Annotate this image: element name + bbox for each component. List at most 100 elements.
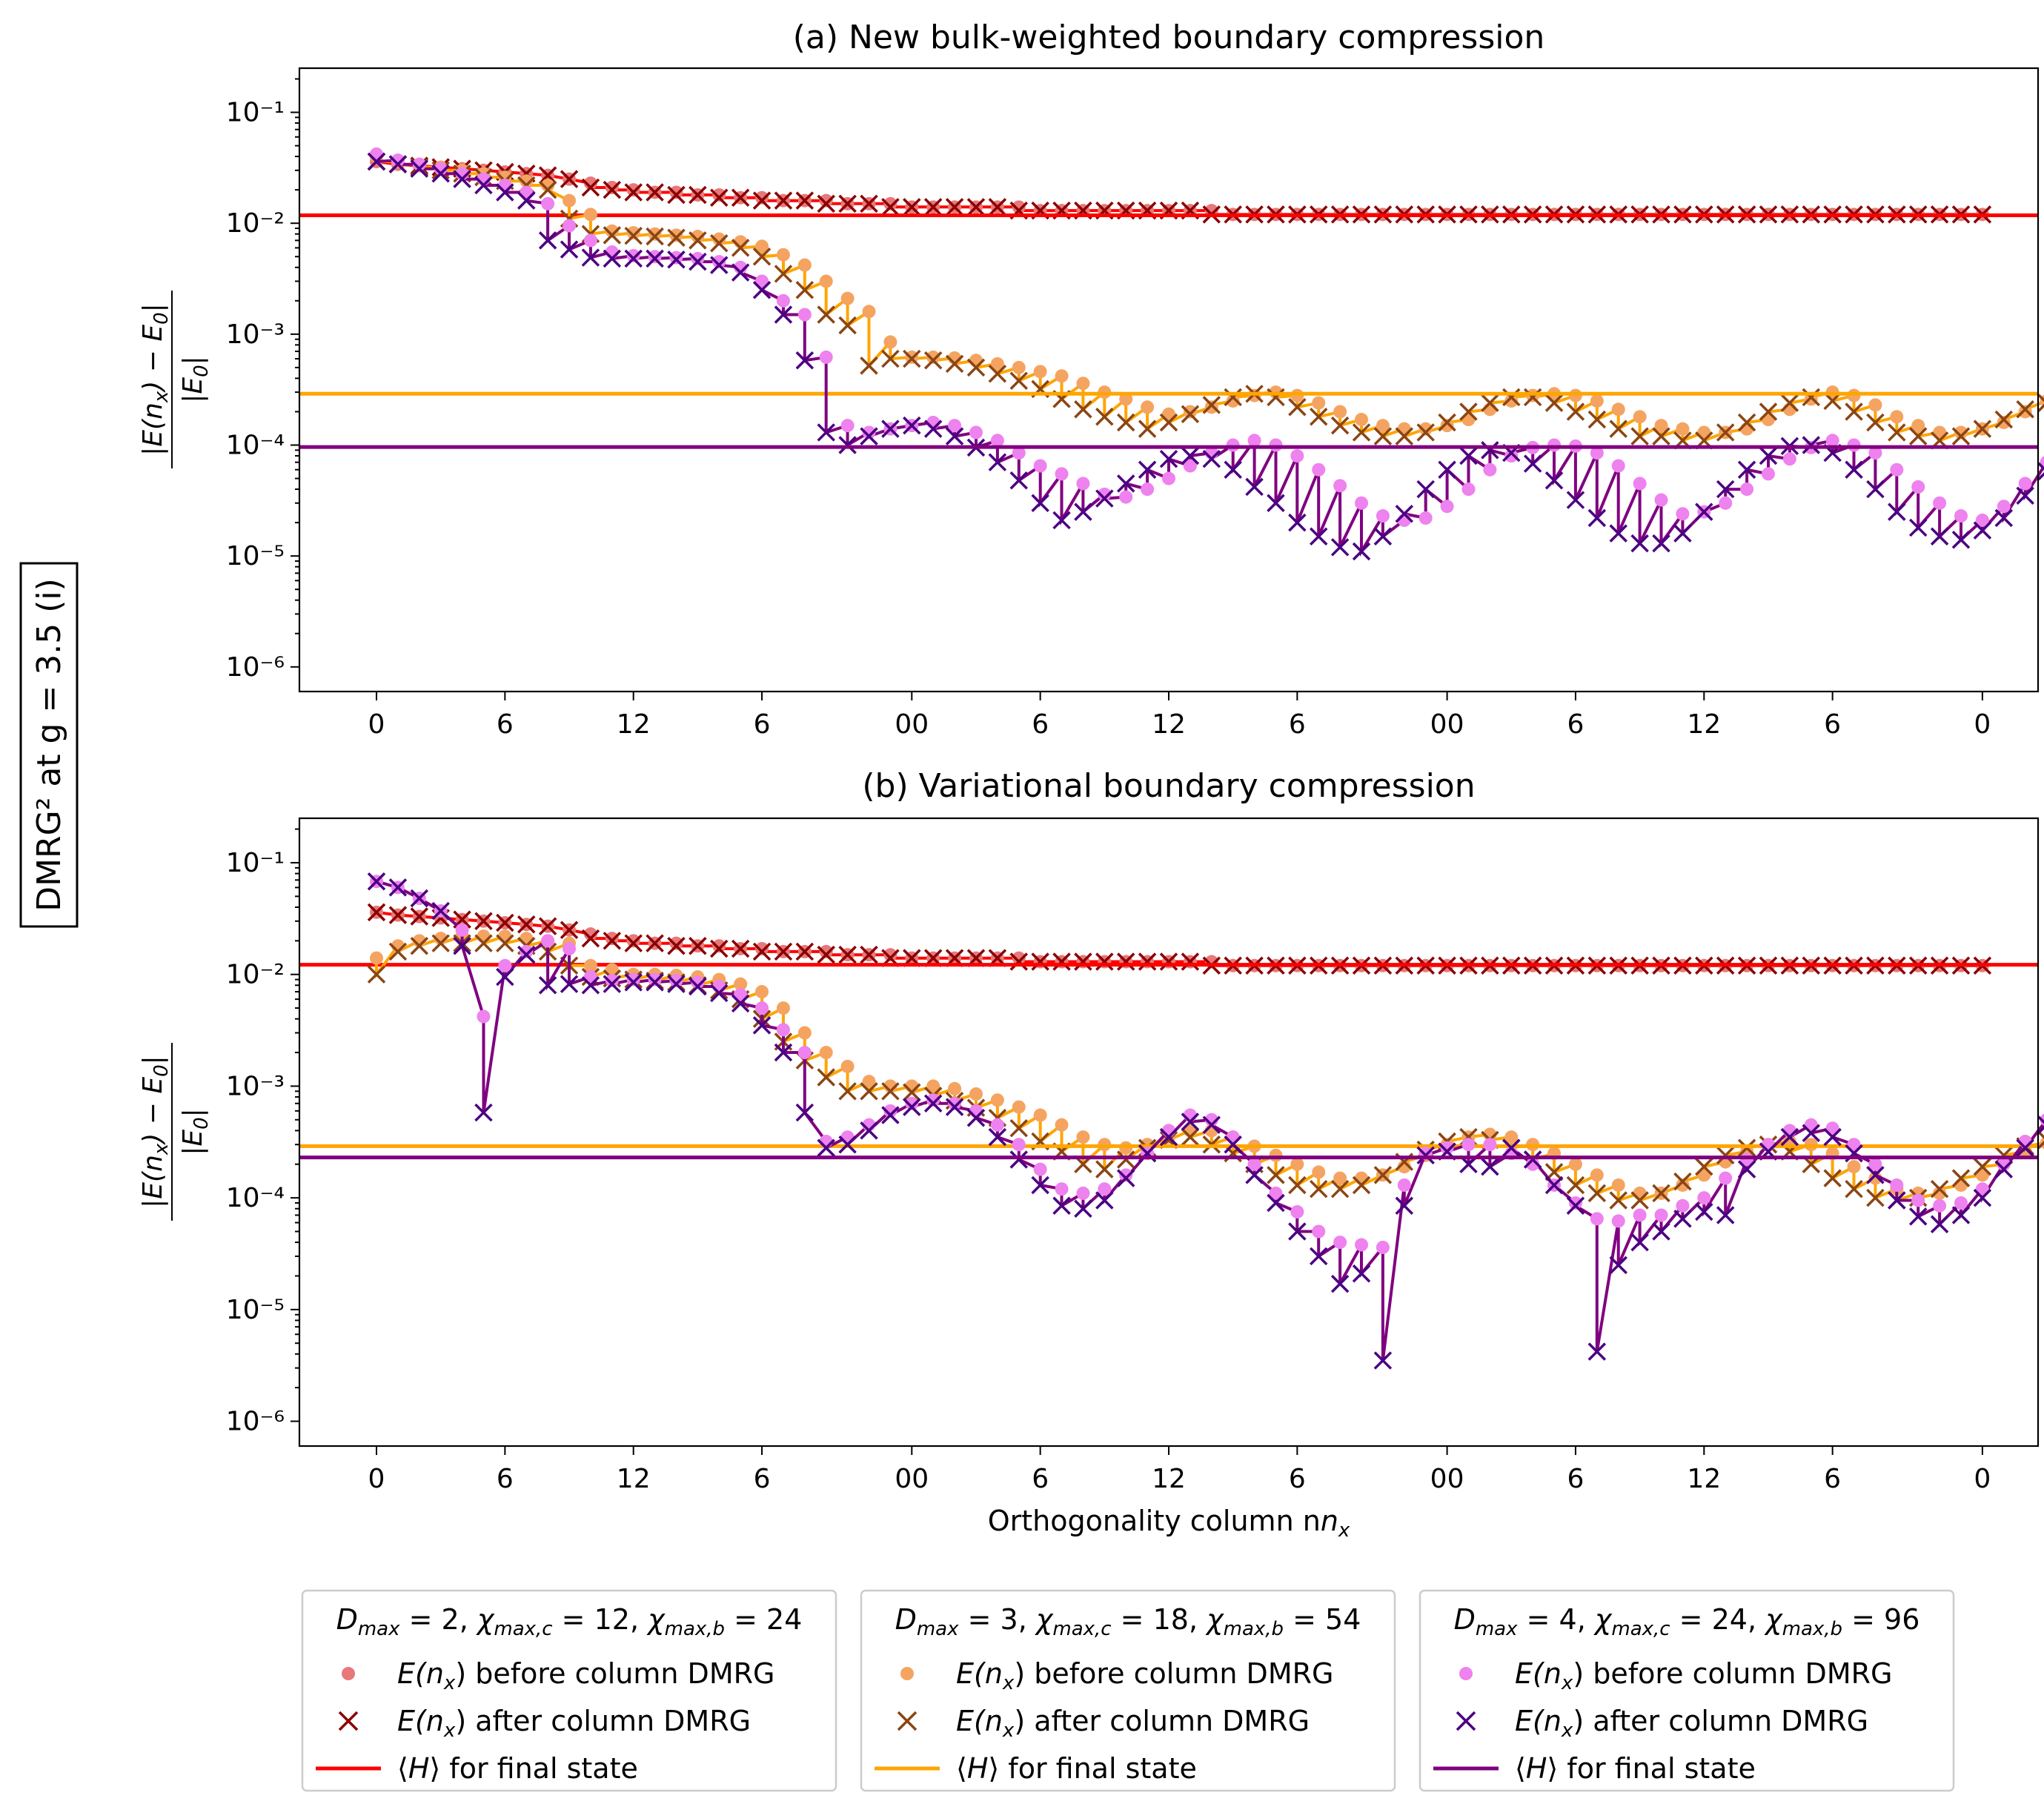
point-after-d2 [1116,952,1135,971]
point-before-d4 [1269,1186,1283,1200]
point-after-d2 [838,194,857,213]
point-after-d4 [860,1121,878,1140]
point-before-d4 [1847,1138,1861,1152]
point-after-d4 [1951,1206,1971,1224]
point-after-d4 [1737,460,1756,479]
point-before-d4 [1440,500,1454,514]
point-after-d4 [1395,1196,1414,1216]
point-after-d2 [624,183,643,202]
point-after-d3 [731,239,750,257]
point-before-d4 [969,425,983,440]
point-after-d4 [496,967,514,987]
point-after-d4 [752,281,772,299]
point-after-d3 [1116,413,1135,432]
point-after-d4 [1544,1176,1564,1195]
series-d4-path [376,880,2044,1361]
point-before-d4 [1590,1212,1604,1226]
point-after-d4 [795,1103,814,1122]
point-after-d3 [1759,402,1778,421]
point-after-d4 [1994,1160,2014,1178]
point-after-d3 [1802,388,1820,407]
point-after-d2 [667,185,686,205]
point-after-d3 [1438,413,1456,432]
point-before-d3 [1355,413,1369,427]
point-after-d3 [2037,1130,2044,1150]
point-after-d2 [988,198,1007,216]
x-tick-label: 00 [1430,1464,1464,1494]
point-after-d4 [795,351,814,370]
point-after-d4 [560,975,579,993]
point-after-d3 [988,364,1007,383]
legend-box [860,1589,1396,1792]
point-before-d3 [477,929,491,944]
y-tick-label: 10⁻¹ [226,848,285,878]
point-after-d3 [1095,1160,1114,1178]
point-before-d4 [905,1096,919,1110]
point-after-d4 [2016,486,2034,505]
point-before-d4 [1098,487,1112,501]
point-before-d4 [1676,507,1690,521]
point-before-d3 [1269,1148,1283,1162]
panel-b-ylabel-denominator: |E0| [178,1108,213,1156]
point-before-d4 [541,196,555,210]
point-after-d4 [1009,1150,1028,1169]
point-before-d4 [1590,446,1604,460]
point-before-d3 [1568,1157,1582,1171]
legend-label: ⟨H⟩ for final state [1515,1752,1756,1785]
point-before-d2 [755,190,769,205]
point-before-d2 [605,932,619,946]
point-after-d3 [1416,423,1435,442]
point-before-d3 [520,932,534,946]
point-after-d3 [1009,1118,1028,1138]
point-before-d2 [583,927,597,941]
point-before-d4 [819,350,833,364]
point-before-d3 [1183,405,1197,419]
point-before-d3 [883,335,897,349]
point-after-d3 [1202,396,1221,414]
point-before-d4 [1933,496,1947,510]
point-after-d2 [688,185,707,205]
point-before-d4 [1761,467,1775,481]
point-before-d3 [1312,396,1326,410]
point-after-d2 [860,945,878,964]
point-after-d4 [431,165,450,183]
point-after-d2 [752,942,772,961]
point-before-d4 [1226,1130,1240,1144]
point-after-d4 [881,1106,900,1124]
point-before-d4 [1611,1214,1625,1228]
point-after-d2 [731,939,750,958]
point-after-d3 [1908,427,1928,445]
series-d3 [367,150,2044,450]
x-tick-label: 12 [617,709,651,740]
point-after-d3 [1310,408,1328,426]
point-before-d4 [2018,477,2032,491]
panel-b-ylabel: |E(nx) − E0| |E0| [138,1043,213,1221]
point-after-d2 [517,915,536,934]
point-before-d4 [1933,1198,1947,1213]
point-after-d4 [1823,1127,1842,1147]
x-tick-label: 12 [617,1464,651,1494]
point-before-d3 [819,274,833,288]
point-before-d3 [648,227,662,241]
point-after-d4 [774,305,793,324]
point-after-d3 [752,248,772,266]
point-before-d3 [1676,1178,1690,1192]
point-after-d4 [1330,538,1350,557]
point-after-d4 [581,248,600,267]
point-after-d4 [1373,527,1393,546]
point-before-d4 [797,308,812,322]
point-before-d3 [1333,1171,1347,1185]
point-after-d4 [923,420,943,438]
x-tick-label: 6 [1824,1464,1841,1494]
point-after-d3 [1159,413,1178,432]
point-after-d4 [988,453,1007,471]
point-before-d4 [776,294,790,308]
point-after-d4 [453,170,471,188]
point-after-d2 [752,191,772,210]
point-before-d3 [1504,394,1519,408]
point-before-d4 [1376,509,1390,523]
point-after-d4 [710,256,729,274]
point-after-d2 [945,198,964,216]
panel-b-marks [299,872,2044,1370]
point-before-d4 [583,233,597,248]
